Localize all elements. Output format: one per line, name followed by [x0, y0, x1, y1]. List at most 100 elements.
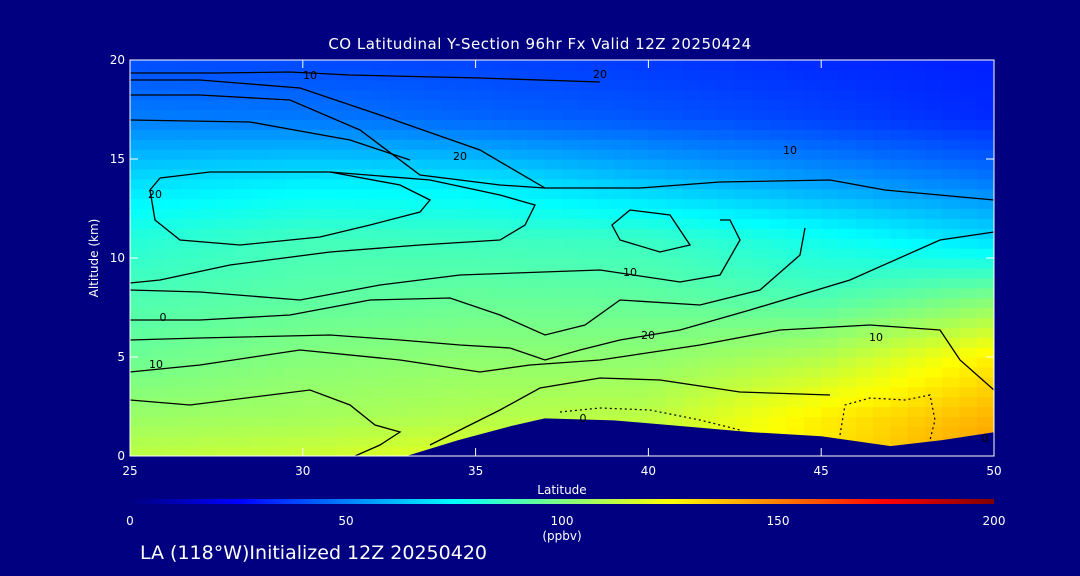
station-init-label: LA (118°W)Initialized 12Z 20250420	[140, 542, 487, 564]
field-cell	[665, 238, 684, 249]
field-cell	[458, 79, 477, 91]
field-cell	[924, 139, 943, 150]
field-cell	[700, 277, 719, 289]
field-cell	[700, 376, 719, 388]
field-cell	[199, 79, 217, 91]
field-cell	[976, 109, 994, 120]
field-cell	[250, 188, 269, 200]
colorbar-unit-label: (ppbv)	[542, 529, 581, 543]
field-cell	[682, 297, 701, 309]
field-cell	[786, 416, 805, 427]
field-cell	[976, 267, 994, 279]
field-cell	[717, 366, 736, 378]
field-cell	[665, 287, 684, 299]
field-cell	[734, 287, 753, 299]
field-cell	[164, 238, 183, 249]
field-cell	[510, 149, 529, 160]
field-cell	[250, 159, 269, 170]
field-cell	[665, 248, 684, 259]
field-cell	[873, 416, 891, 427]
field-cell	[873, 79, 891, 91]
field-cell	[579, 287, 598, 299]
field-cell	[371, 198, 390, 210]
field-cell	[268, 317, 287, 328]
field-cell	[492, 79, 511, 91]
field-cell	[907, 218, 926, 229]
field-cell	[717, 287, 736, 299]
field-cell	[423, 416, 442, 427]
field-cell	[648, 60, 667, 71]
field-cell	[665, 99, 684, 111]
field-cell	[475, 307, 494, 318]
field-cell	[907, 258, 926, 269]
field-cell	[700, 79, 719, 91]
field-cell	[320, 178, 338, 190]
field-cell	[164, 446, 183, 456]
field-cell	[717, 337, 736, 348]
field-cell	[907, 267, 926, 279]
field-cell	[250, 436, 269, 447]
field-cell	[648, 307, 667, 318]
field-cell	[665, 337, 684, 348]
field-cell	[181, 277, 200, 289]
field-cell	[147, 366, 166, 378]
field-cell	[216, 119, 235, 130]
field-cell	[544, 89, 563, 101]
field-cell	[562, 149, 580, 160]
field-cell	[441, 347, 459, 358]
field-cell	[302, 208, 321, 219]
field-cell	[147, 376, 166, 388]
field-cell	[475, 198, 494, 210]
field-cell	[648, 238, 667, 249]
field-cell	[544, 297, 563, 309]
field-cell	[320, 287, 338, 299]
field-cell	[786, 277, 805, 289]
field-cell	[337, 347, 356, 358]
field-cell	[130, 258, 148, 269]
field-cell	[527, 277, 546, 289]
field-cell	[406, 89, 425, 101]
field-cell	[181, 376, 200, 388]
field-cell	[976, 248, 994, 259]
field-cell	[752, 297, 770, 309]
field-cell	[665, 119, 684, 130]
field-cell	[302, 89, 321, 101]
field-cell	[579, 347, 598, 358]
field-cell	[959, 307, 978, 318]
field-cell	[821, 119, 840, 130]
field-cell	[613, 376, 632, 388]
field-cell	[544, 258, 563, 269]
field-cell	[942, 406, 961, 417]
field-cell	[164, 376, 183, 388]
field-cell	[423, 109, 442, 120]
field-cell	[320, 218, 338, 229]
field-cell	[942, 188, 961, 200]
field-cell	[371, 188, 390, 200]
field-cell	[924, 258, 943, 269]
field-cell	[890, 416, 909, 427]
x-tick-label: 45	[814, 464, 829, 478]
field-cell	[406, 198, 425, 210]
field-cell	[199, 337, 217, 348]
field-cell	[389, 238, 408, 249]
field-cell	[181, 178, 200, 190]
field-cell	[527, 267, 546, 279]
field-cell	[596, 406, 615, 417]
field-cell	[285, 208, 304, 219]
field-cell	[613, 139, 632, 150]
field-cell	[700, 287, 719, 299]
field-cell	[233, 218, 252, 229]
field-cell	[803, 406, 822, 417]
field-cell	[510, 347, 529, 358]
field-cell	[734, 109, 753, 120]
field-cell	[976, 178, 994, 190]
field-cell	[648, 317, 667, 328]
field-cell	[216, 436, 235, 447]
field-cell	[648, 109, 667, 120]
field-cell	[562, 139, 580, 150]
field-cell	[717, 396, 736, 408]
field-cell	[268, 119, 287, 130]
field-cell	[423, 238, 442, 249]
field-cell	[475, 109, 494, 120]
field-cell	[199, 357, 217, 368]
